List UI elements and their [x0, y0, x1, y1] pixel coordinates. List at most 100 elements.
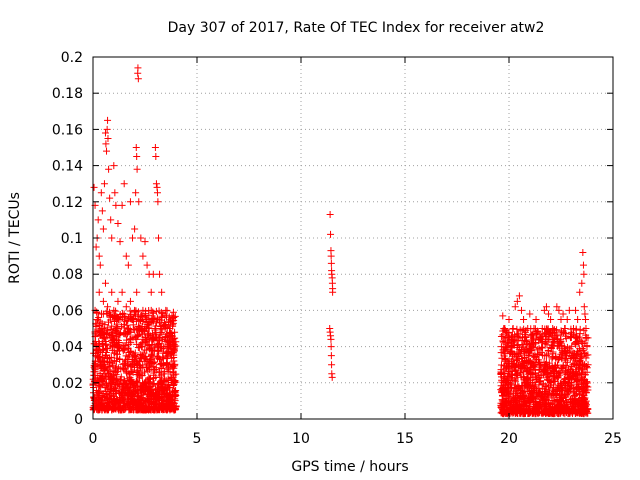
data-point: [501, 354, 509, 362]
data-point: [112, 357, 120, 365]
data-point: [550, 339, 558, 347]
data-point: [98, 377, 106, 385]
data-point: [100, 180, 108, 188]
data-point: [530, 325, 538, 332]
data-point: [106, 389, 114, 397]
data-point: [120, 346, 128, 354]
data-point: [526, 360, 534, 368]
data-point: [504, 338, 512, 346]
data-point: [163, 398, 171, 406]
data-point: [90, 183, 98, 191]
data-point: [97, 325, 105, 332]
data-point: [114, 380, 122, 388]
data-point: [572, 376, 580, 384]
data-point: [160, 362, 168, 370]
data-point: [160, 343, 168, 351]
y-tick-label: 0.1: [61, 231, 83, 247]
data-point: [157, 395, 165, 403]
data-point: [519, 341, 527, 349]
data-point: [118, 288, 126, 296]
data-point: [513, 343, 521, 351]
data-point: [555, 369, 563, 377]
data-point: [125, 370, 133, 378]
data-point: [575, 340, 583, 348]
data-point: [530, 335, 538, 343]
data-point: [562, 398, 570, 406]
x-tick-label: 25: [604, 431, 622, 447]
y-tick-label: 0.04: [52, 340, 83, 356]
data-point: [99, 330, 107, 338]
data-point: [326, 325, 334, 332]
data-point: [131, 349, 139, 357]
data-point: [106, 194, 114, 202]
data-point: [140, 349, 148, 357]
data-point: [96, 353, 104, 361]
data-point: [327, 335, 335, 343]
data-point: [548, 332, 556, 340]
data-point: [114, 364, 122, 372]
data-point: [161, 375, 169, 383]
data-point: [115, 314, 123, 322]
data-point: [139, 306, 147, 314]
grid-lines: [93, 57, 613, 419]
data-point: [112, 201, 120, 209]
data-point: [130, 393, 138, 401]
data-point: [114, 343, 122, 351]
data-point: [543, 341, 551, 349]
data-point: [124, 261, 132, 269]
data-point: [138, 339, 146, 347]
data-point: [164, 352, 172, 360]
data-point: [169, 317, 177, 325]
data-point: [580, 403, 588, 411]
data-point: [511, 303, 519, 311]
data-point: [109, 372, 117, 380]
data-point: [518, 405, 526, 413]
data-point: [115, 338, 123, 346]
data-point: [166, 390, 174, 398]
data-point: [124, 325, 132, 332]
data-point: [527, 395, 535, 403]
data-point: [154, 198, 162, 206]
x-tick-label: 20: [500, 431, 518, 447]
data-point: [520, 409, 528, 417]
data-point: [521, 378, 529, 386]
data-point: [511, 336, 519, 344]
data-point: [547, 315, 555, 323]
data-point: [543, 352, 551, 360]
data-point: [521, 400, 529, 408]
data-point: [121, 356, 129, 364]
data-point: [131, 402, 139, 410]
data-point: [562, 363, 570, 371]
data-point: [531, 410, 539, 418]
data-point: [146, 375, 154, 383]
data-point: [567, 334, 575, 342]
data-point: [500, 379, 508, 387]
data-point: [156, 361, 164, 369]
data-point: [95, 403, 103, 411]
data-point: [154, 347, 162, 355]
data-point: [513, 297, 521, 305]
data-point: [110, 162, 118, 170]
data-point: [522, 334, 530, 342]
data-point: [576, 325, 584, 333]
data-point: [111, 189, 119, 197]
data-point: [125, 340, 133, 348]
data-point: [130, 325, 138, 333]
data-point: [162, 334, 170, 342]
data-point: [538, 385, 546, 393]
data-point: [97, 331, 105, 339]
data-point: [540, 358, 548, 366]
data-point: [94, 389, 102, 397]
data-point: [117, 329, 125, 337]
data-point: [563, 352, 571, 360]
data-point: [550, 406, 558, 414]
data-point: [512, 355, 520, 363]
data-point: [527, 376, 535, 384]
data-point: [107, 216, 115, 224]
data-point: [150, 369, 158, 377]
x-tick-label: 5: [193, 431, 202, 447]
data-point: [582, 354, 590, 362]
data-point: [575, 364, 583, 372]
data-point: [91, 396, 99, 404]
data-point: [547, 369, 555, 377]
